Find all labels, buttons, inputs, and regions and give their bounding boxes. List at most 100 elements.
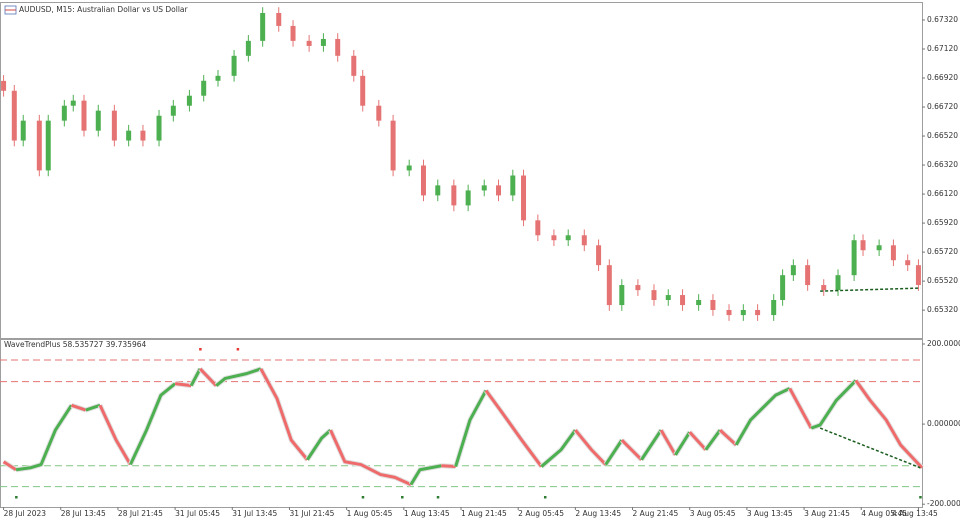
y-tick-label: 0.65520	[927, 276, 958, 285]
wave-line	[98, 404, 132, 466]
candle-body	[905, 260, 911, 266]
candle-body	[596, 245, 602, 266]
candle-body	[890, 245, 896, 261]
wave-line	[441, 464, 456, 469]
y-tick-label: 0.000000	[927, 419, 960, 428]
candle-body	[726, 309, 732, 316]
wave-line	[199, 367, 218, 387]
x-tick-label: 31 Jul 05:45	[175, 509, 220, 518]
candle-body	[851, 240, 857, 276]
x-tick-label: 4 Aug 13:45	[892, 509, 938, 518]
candle-body	[111, 110, 117, 141]
candle-body	[435, 185, 441, 196]
wave-line	[734, 387, 791, 446]
candle-body	[351, 55, 357, 76]
y-tick-label: 0.66720	[927, 102, 958, 111]
candle-body	[565, 235, 571, 241]
wave-line	[174, 382, 192, 388]
wave-line	[259, 368, 309, 461]
x-tick-label: 28 Jul 2023	[4, 509, 47, 518]
candle-body	[61, 105, 67, 121]
candle-body	[860, 240, 866, 251]
candle-body	[665, 295, 671, 300]
candle-body	[95, 110, 101, 131]
wave-line	[329, 429, 412, 486]
indicator-panel	[0, 339, 923, 508]
candle-body	[780, 275, 786, 300]
x-tick-label: 4 Aug 05:45	[861, 509, 907, 518]
candle-body	[771, 299, 777, 316]
y-tick-label: 0.65720	[927, 247, 958, 256]
candle-body	[140, 130, 146, 141]
candle-body	[496, 185, 502, 196]
wave-line	[409, 464, 442, 486]
y-tick-label: 0.67120	[927, 44, 958, 53]
candle-body	[376, 105, 382, 121]
y-tick-label: -200.000000	[927, 499, 960, 508]
wave-line	[540, 429, 577, 468]
candle-body	[156, 115, 162, 141]
candle-body	[320, 38, 326, 46]
candle-body	[635, 285, 641, 291]
x-tick-label: 28 Jul 21:45	[118, 509, 163, 518]
symbol-icon	[4, 5, 17, 15]
wave-line	[574, 429, 607, 466]
candle-body	[805, 265, 811, 286]
candle-body	[876, 245, 882, 251]
x-tick-label: 1 Aug 13:45	[404, 509, 450, 518]
candle-body	[260, 13, 266, 41]
candle-body	[510, 175, 516, 196]
candle-body	[451, 185, 457, 206]
wave-line	[719, 429, 738, 447]
wave-line	[659, 429, 677, 456]
x-tick-label: 2 Aug 05:45	[518, 509, 564, 518]
candle-body	[680, 295, 686, 306]
candle-body	[390, 120, 396, 171]
price-panel	[0, 2, 923, 339]
candle-body	[201, 80, 207, 96]
x-tick-label: 31 Jul 13:45	[232, 509, 277, 518]
chart-title: AUDUSD, M15: Australian Dollar vs US Dol…	[19, 5, 189, 14]
buy-signal	[401, 496, 404, 499]
candle-body	[406, 165, 412, 171]
candle-body	[420, 165, 426, 196]
sell-signal	[199, 348, 202, 351]
wave-line	[129, 382, 177, 466]
candle-body	[1, 80, 7, 91]
candle-body	[81, 100, 87, 131]
buy-signal	[361, 496, 365, 499]
x-tick-label: 28 Jul 13:45	[61, 509, 106, 518]
wave-line	[70, 403, 87, 412]
candle-body	[619, 285, 625, 306]
wave-line	[454, 389, 488, 467]
wave-line	[788, 387, 813, 429]
candle-body	[335, 38, 341, 56]
wave-line	[15, 404, 73, 472]
x-tick-label: 3 Aug 13:45	[747, 509, 793, 518]
wave-line	[704, 429, 722, 451]
candle-body	[306, 40, 312, 46]
x-tick-label: 31 Jul 21:45	[289, 509, 334, 518]
wave-line	[604, 439, 624, 466]
wave-line	[854, 379, 924, 469]
candle-body	[360, 75, 366, 106]
candle-body	[276, 13, 282, 26]
candle-body	[170, 105, 176, 116]
candle-body	[481, 185, 487, 191]
wave-line	[640, 429, 663, 461]
candle-body	[20, 120, 26, 141]
wave-line	[306, 428, 332, 461]
x-tick-label: 1 Aug 21:45	[461, 509, 507, 518]
wave-line	[484, 389, 543, 468]
x-tick-label: 2 Aug 21:45	[633, 509, 679, 518]
wave-line	[688, 431, 707, 451]
candle-body	[290, 25, 296, 41]
x-tick-label: 3 Aug 21:45	[804, 509, 850, 518]
y-tick-label: 200.000000	[927, 339, 960, 348]
y-tick-label: 0.65320	[927, 305, 958, 314]
candle-body	[45, 120, 51, 171]
x-tick-label: 1 Aug 05:45	[347, 509, 393, 518]
candle-body	[245, 40, 251, 56]
wave-line	[810, 379, 857, 430]
